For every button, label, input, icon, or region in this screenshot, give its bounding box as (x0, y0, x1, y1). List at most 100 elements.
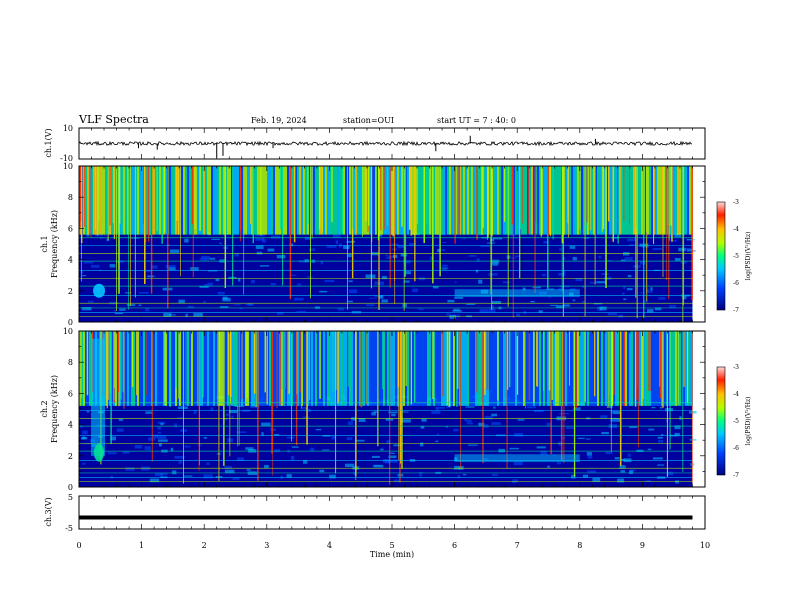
spectrogram-noise (457, 475, 461, 479)
spectrogram-cell (235, 331, 237, 406)
spectrogram-noise (674, 432, 680, 437)
spectrogram-noise (645, 480, 652, 482)
spectrogram-noise (237, 457, 244, 461)
spectrogram-noise (348, 280, 353, 283)
spectrogram-cell (475, 331, 477, 406)
spectrogram-noise (146, 275, 154, 277)
spectrogram-cell (163, 331, 165, 406)
ch1-waveform-line (78, 140, 693, 147)
spectrogram-cell (477, 331, 479, 406)
spectrogram-noise (621, 458, 626, 461)
spectrogram-cell (303, 166, 305, 235)
spectrogram-cell (103, 166, 105, 235)
spectrogram-cell (573, 166, 575, 235)
spectrogram-cell (423, 331, 425, 406)
spectrogram-noise (83, 261, 94, 264)
ch1-y-axis-label: ch.1(V) (44, 128, 53, 157)
ch3-y-axis-label: ch.3(V) (44, 497, 53, 526)
spectrogram-cell (343, 331, 345, 406)
spectrogram-cell (327, 166, 329, 235)
spectrogram-cell (203, 166, 205, 235)
spectrogram-cell (565, 166, 567, 235)
spectrogram-noise (419, 473, 422, 477)
spectrogram-cell (557, 331, 559, 406)
spectrogram-noise (436, 433, 440, 436)
spectrogram-noise (623, 252, 630, 256)
spectrogram-cell (183, 331, 185, 406)
spectrogram-cell (585, 331, 587, 406)
spectrogram-cell (553, 166, 555, 235)
spectrogram-noise (158, 443, 162, 447)
spectrogram-cell (195, 331, 197, 406)
spectrogram-noise (345, 463, 355, 468)
spectrogram-cell (473, 166, 475, 235)
spectrogram-noise (538, 310, 543, 314)
spectrogram-cell (513, 166, 515, 235)
x-tick-label: 2 (202, 541, 207, 550)
spectrogram-noise (297, 283, 302, 286)
spectrogram-cell (165, 166, 167, 235)
spectrogram-noise (468, 255, 477, 257)
spectrogram-noise (172, 470, 177, 475)
spectrogram-noise (393, 444, 402, 447)
spectrogram-cell (479, 331, 481, 406)
ch2-colorbar (716, 366, 726, 476)
spectrogram-noise (199, 285, 209, 288)
x-tick-label: 0 (76, 541, 81, 550)
spectrogram-noise (536, 446, 546, 449)
spectrogram-cell (445, 331, 447, 406)
spectrogram-noise (210, 407, 214, 411)
ch2-colorbar-label: log(PSD)(V²/Hz) (745, 397, 752, 446)
spectrogram-cell (261, 166, 263, 235)
spectrogram-cell (271, 166, 273, 235)
ch1-spectrogram-ytick-label: 8 (68, 193, 73, 202)
spectrogram-noise (502, 281, 511, 284)
spectrogram-cell (483, 331, 485, 406)
spectrogram-noise (657, 464, 665, 466)
spectrogram-cell (653, 331, 655, 406)
spectrogram-noise (224, 465, 232, 469)
spectrogram-cell (85, 166, 87, 235)
spectrogram-noise (306, 276, 313, 278)
spectrogram-cell (493, 166, 495, 235)
spectrogram-cell (503, 331, 505, 406)
spectrogram-noise (308, 248, 316, 252)
spectrogram-noise (174, 455, 185, 459)
spectrogram-noise (118, 418, 123, 421)
spectrogram-noise (466, 422, 474, 425)
spectrogram-noise (80, 271, 84, 274)
spectrogram-noise (681, 248, 690, 251)
spectrogram-cell (433, 166, 435, 235)
spectrogram-cell (363, 166, 365, 235)
x-tick-label: 1 (139, 541, 144, 550)
spectrogram-noise (674, 257, 681, 261)
spectrogram-noise (224, 469, 235, 474)
spectrogram-cell (663, 331, 665, 406)
spectrogram-cell (89, 166, 91, 235)
spectrogram-noise (612, 411, 622, 415)
spectrogram-cell (233, 166, 235, 235)
ch1-spectrogram-ytick-label: 6 (68, 224, 73, 233)
spectrogram-noise (466, 419, 472, 423)
ch1-spectrogram-y-axis-label: Frequency (kHz) (50, 210, 59, 278)
spectrogram-cell (281, 166, 283, 235)
ch1-colorbar-tick: -3 (733, 199, 739, 206)
spectrogram-noise (81, 306, 92, 311)
spectrogram-cell (491, 331, 493, 406)
ch1-spectrogram-ytick-label: 0 (68, 318, 73, 327)
spectrogram-cell (369, 166, 371, 235)
spectrogram-cell (125, 331, 127, 406)
spectrogram-noise (388, 452, 395, 454)
ch2-colorbar-tick: -7 (733, 472, 739, 479)
spectrogram-cell (315, 166, 317, 235)
spectrogram-cell (647, 331, 649, 406)
spectrogram-noise (222, 297, 231, 302)
spectrogram-cell (213, 331, 215, 406)
spectrogram-noise (660, 406, 663, 409)
ch2-spectrogram-ytick-label: 0 (68, 483, 73, 492)
spectrogram-noise (274, 433, 280, 436)
spectrogram-cell (359, 331, 361, 406)
spectrogram-noise (532, 286, 541, 289)
spectrogram-noise (286, 474, 292, 478)
spectrogram-noise (238, 277, 241, 282)
